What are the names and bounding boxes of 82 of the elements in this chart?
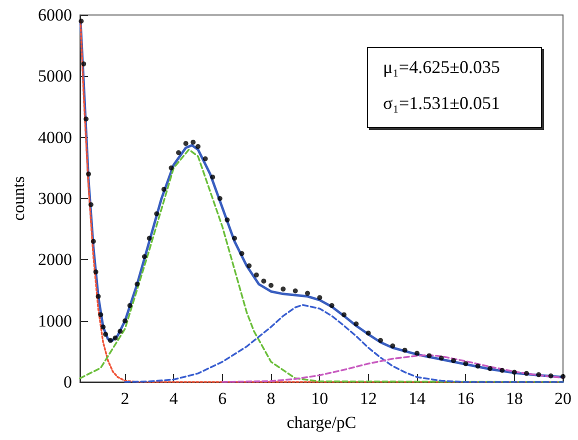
point <box>100 324 106 330</box>
point <box>93 269 98 274</box>
point <box>548 373 554 378</box>
y-tick-label: 2000 <box>38 250 72 270</box>
y-axis-title: counts <box>9 176 28 221</box>
line-series <box>124 304 564 383</box>
point <box>78 18 84 24</box>
x-tick-label: 6 <box>218 389 227 408</box>
annotation: μ₁=4.625±0.035 <box>383 57 500 77</box>
point <box>90 238 96 244</box>
point <box>88 202 94 208</box>
x-tick-label: 20 <box>554 389 572 408</box>
point <box>112 335 118 340</box>
point <box>254 272 259 278</box>
point <box>378 338 384 343</box>
y-tick-label: 5000 <box>38 66 72 86</box>
point <box>342 312 347 318</box>
point <box>142 254 147 260</box>
point <box>261 278 266 284</box>
x-tick-label: 12 <box>360 389 377 408</box>
x-axis-title: charge/pC <box>286 413 356 432</box>
point <box>196 144 201 150</box>
point <box>317 295 322 300</box>
x-tick-label: 14 <box>408 389 426 408</box>
point <box>329 303 334 308</box>
point <box>246 263 252 268</box>
point <box>232 236 238 241</box>
point <box>81 61 86 66</box>
point <box>118 328 123 334</box>
point <box>354 321 359 326</box>
y-tick-label: 4000 <box>38 128 72 147</box>
point <box>217 196 222 201</box>
x-tick-label: 16 <box>457 389 474 408</box>
x-tick-label: 4 <box>169 389 178 408</box>
point <box>390 343 396 348</box>
point <box>122 318 128 324</box>
point <box>127 303 132 308</box>
point <box>488 366 493 372</box>
point <box>426 353 432 358</box>
point <box>305 290 310 296</box>
point <box>292 288 298 294</box>
point <box>280 286 286 292</box>
point <box>475 364 480 369</box>
point <box>210 174 216 180</box>
point <box>190 140 196 145</box>
point <box>161 186 166 192</box>
y-tick-label: 3000 <box>38 189 72 208</box>
point <box>239 251 244 256</box>
point <box>524 370 529 376</box>
x-tick-label: 10 <box>311 389 328 408</box>
x-tick-label: 2 <box>120 389 130 408</box>
point <box>560 374 566 379</box>
point <box>202 156 208 162</box>
x-tick-label: 8 <box>266 389 276 408</box>
point <box>146 236 152 241</box>
x-tick-label: 18 <box>506 389 523 408</box>
point <box>451 358 456 364</box>
point <box>86 172 92 177</box>
point <box>96 294 101 299</box>
annotation: σ₁=1.531±0.051 <box>383 93 500 113</box>
point <box>103 332 108 337</box>
point <box>463 361 468 366</box>
y-tick-label: 1000 <box>38 311 72 330</box>
point <box>224 217 230 222</box>
y-tick-label: 0 <box>64 372 72 392</box>
point <box>438 356 444 361</box>
point <box>154 211 160 216</box>
y-tick-label: 6000 <box>38 6 72 24</box>
point <box>512 370 517 375</box>
point <box>168 165 174 170</box>
point <box>183 140 188 146</box>
point <box>134 282 140 287</box>
point <box>108 338 113 343</box>
point <box>98 312 104 318</box>
point <box>536 372 542 378</box>
point <box>366 330 371 336</box>
point <box>402 348 408 353</box>
point <box>84 116 89 122</box>
point <box>500 368 505 373</box>
point <box>268 282 274 288</box>
point <box>414 350 420 356</box>
point <box>176 150 182 156</box>
